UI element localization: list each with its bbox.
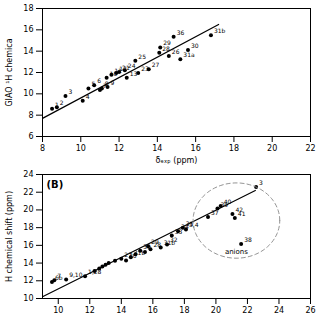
svg-text:7: 7 xyxy=(57,272,61,279)
svg-text:9: 9 xyxy=(111,79,115,86)
svg-text:3,4: 3,4 xyxy=(189,221,199,229)
svg-text:16: 16 xyxy=(23,25,33,34)
svg-text:8: 8 xyxy=(105,80,109,87)
svg-text:5: 5 xyxy=(91,80,95,87)
svg-text:6: 6 xyxy=(28,132,33,141)
svg-text:10: 10 xyxy=(23,89,33,98)
svg-text:24: 24 xyxy=(128,62,136,69)
svg-text:31a: 31a xyxy=(183,51,195,58)
svg-text:10: 10 xyxy=(76,144,86,153)
svg-text:40: 40 xyxy=(224,198,232,205)
svg-text:22: 22 xyxy=(23,188,33,197)
svg-text:34: 34 xyxy=(181,223,189,231)
svg-text:16: 16 xyxy=(148,306,158,315)
svg-text:26: 26 xyxy=(172,48,180,55)
svg-text:4: 4 xyxy=(86,93,90,100)
svg-text:3: 3 xyxy=(68,88,72,95)
svg-text:δₑₓₚ (ppm): δₑₓₚ (ppm) xyxy=(156,156,198,165)
svg-text:9,10: 9,10 xyxy=(69,271,83,278)
svg-text:14: 14 xyxy=(23,259,33,268)
svg-text:31b: 31b xyxy=(214,27,226,34)
svg-text:18: 18 xyxy=(23,4,33,13)
svg-text:12: 12 xyxy=(114,144,124,153)
svg-text:12: 12 xyxy=(23,276,33,285)
svg-text:29: 29 xyxy=(163,39,171,46)
svg-text:13: 13 xyxy=(130,70,138,77)
svg-text:1: 1 xyxy=(55,101,59,108)
svg-text:36: 36 xyxy=(177,29,185,36)
svg-text:28: 28 xyxy=(153,241,161,248)
svg-text:2: 2 xyxy=(60,99,64,106)
svg-text:27: 27 xyxy=(152,61,160,68)
svg-text:1,28: 1,28 xyxy=(88,268,102,275)
svg-text:8: 8 xyxy=(28,111,33,120)
svg-text:20: 20 xyxy=(23,205,33,214)
svg-text:H chemical shift (ppm): H chemical shift (ppm) xyxy=(5,191,14,282)
svg-text:30: 30 xyxy=(143,243,151,250)
svg-text:18: 18 xyxy=(179,306,189,315)
svg-text:6: 6 xyxy=(97,77,101,84)
svg-text:14: 14 xyxy=(116,306,126,315)
svg-text:22: 22 xyxy=(305,144,315,153)
svg-text:23: 23 xyxy=(141,65,149,72)
svg-text:25: 25 xyxy=(138,53,146,60)
svg-text:18: 18 xyxy=(229,144,239,153)
svg-text:14: 14 xyxy=(23,47,33,56)
svg-text:10: 10 xyxy=(53,306,63,315)
svg-text:20: 20 xyxy=(211,306,221,315)
svg-text:26: 26 xyxy=(305,306,315,315)
svg-text:21: 21 xyxy=(122,63,130,71)
svg-text:8: 8 xyxy=(40,144,45,153)
svg-text:37: 37 xyxy=(211,209,219,216)
svg-text:16: 16 xyxy=(191,144,201,153)
svg-text:18: 18 xyxy=(23,223,33,232)
svg-text:12: 12 xyxy=(85,306,95,315)
svg-text:30: 30 xyxy=(191,42,199,49)
svg-text:28: 28 xyxy=(162,44,170,52)
svg-text:12: 12 xyxy=(23,68,33,77)
svg-text:(B): (B) xyxy=(47,179,64,190)
svg-text:24: 24 xyxy=(274,306,284,315)
svg-text:20: 20 xyxy=(267,144,277,153)
svg-text:24: 24 xyxy=(23,170,33,179)
svg-text:16: 16 xyxy=(23,241,33,250)
svg-text:10: 10 xyxy=(23,294,33,303)
svg-text:6b: 6b xyxy=(55,274,63,281)
svg-text:38: 38 xyxy=(244,236,252,243)
svg-text:anions: anions xyxy=(225,248,248,256)
svg-text:31b: 31b xyxy=(134,249,146,256)
svg-text:14: 14 xyxy=(152,144,162,153)
svg-text:41: 41 xyxy=(238,210,246,217)
svg-text:3: 3 xyxy=(259,179,263,186)
svg-text:32: 32 xyxy=(170,236,178,243)
svg-text:33: 33 xyxy=(174,227,183,235)
svg-text:GIAO ¹H chemica: GIAO ¹H chemica xyxy=(5,38,14,106)
svg-text:22: 22 xyxy=(242,306,252,315)
